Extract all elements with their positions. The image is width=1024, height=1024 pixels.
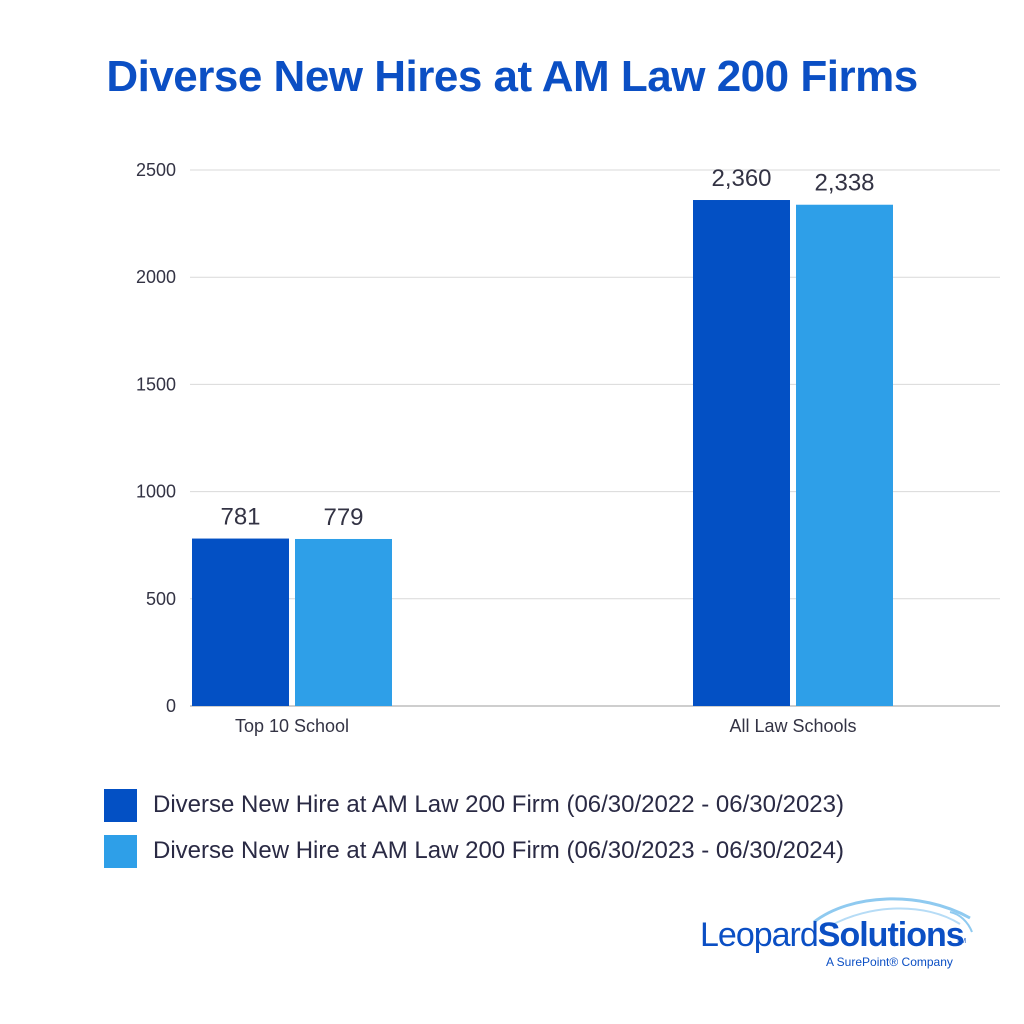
data-label: 2,360 <box>711 165 771 192</box>
leopard-arc-icon <box>813 897 973 933</box>
y-tick-label: 500 <box>146 589 176 609</box>
legend-label-series-1: Diverse New Hire at AM Law 200 Firm (06/… <box>153 791 844 818</box>
data-label: 2,338 <box>814 170 874 197</box>
legend: Diverse New Hire at AM Law 200 Firm (06/… <box>104 782 844 874</box>
logo-word-solutions: Solutions <box>817 916 965 954</box>
x-tick-label: All Law Schools <box>729 716 856 736</box>
legend-swatch-series-2 <box>104 834 137 868</box>
logo-trademark: TM <box>956 938 967 945</box>
legend-item-series-2: Diverse New Hire at AM Law 200 Firm (06/… <box>104 828 844 874</box>
y-tick-label: 2500 <box>136 160 176 180</box>
logo-tagline: A SurePoint® Company <box>826 955 953 969</box>
bar-chart: 0 500 1000 1500 2000 2500 781 779 Top 10 School 2… <box>136 160 1000 736</box>
legend-item-series-1: Diverse New Hire at AM Law 200 Firm (06/… <box>104 782 844 828</box>
x-tick-label: Top 10 School <box>235 716 349 736</box>
bar-1-2 <box>693 200 790 707</box>
bar-2-2 <box>796 204 893 707</box>
y-tick-label: 1000 <box>136 482 176 502</box>
logo-wordmark: LeopardSolutions <box>700 916 965 955</box>
y-tick-label: 0 <box>166 696 176 716</box>
data-label: 779 <box>323 504 363 531</box>
y-tick-label: 2000 <box>136 267 176 287</box>
bar-1-1 <box>192 538 289 706</box>
chart-title: Diverse New Hires at AM Law 200 Firms <box>106 52 918 101</box>
data-label: 781 <box>220 504 260 531</box>
y-tick-label: 1500 <box>136 374 176 394</box>
logo-word-leopard: Leopard <box>700 916 819 954</box>
legend-swatch-series-1 <box>104 788 137 822</box>
bar-2-1 <box>295 538 392 706</box>
leopard-solutions-logo: LeopardSolutions TM A SurePoint® Company <box>700 888 980 978</box>
legend-label-series-2: Diverse New Hire at AM Law 200 Firm (06/… <box>153 837 844 864</box>
